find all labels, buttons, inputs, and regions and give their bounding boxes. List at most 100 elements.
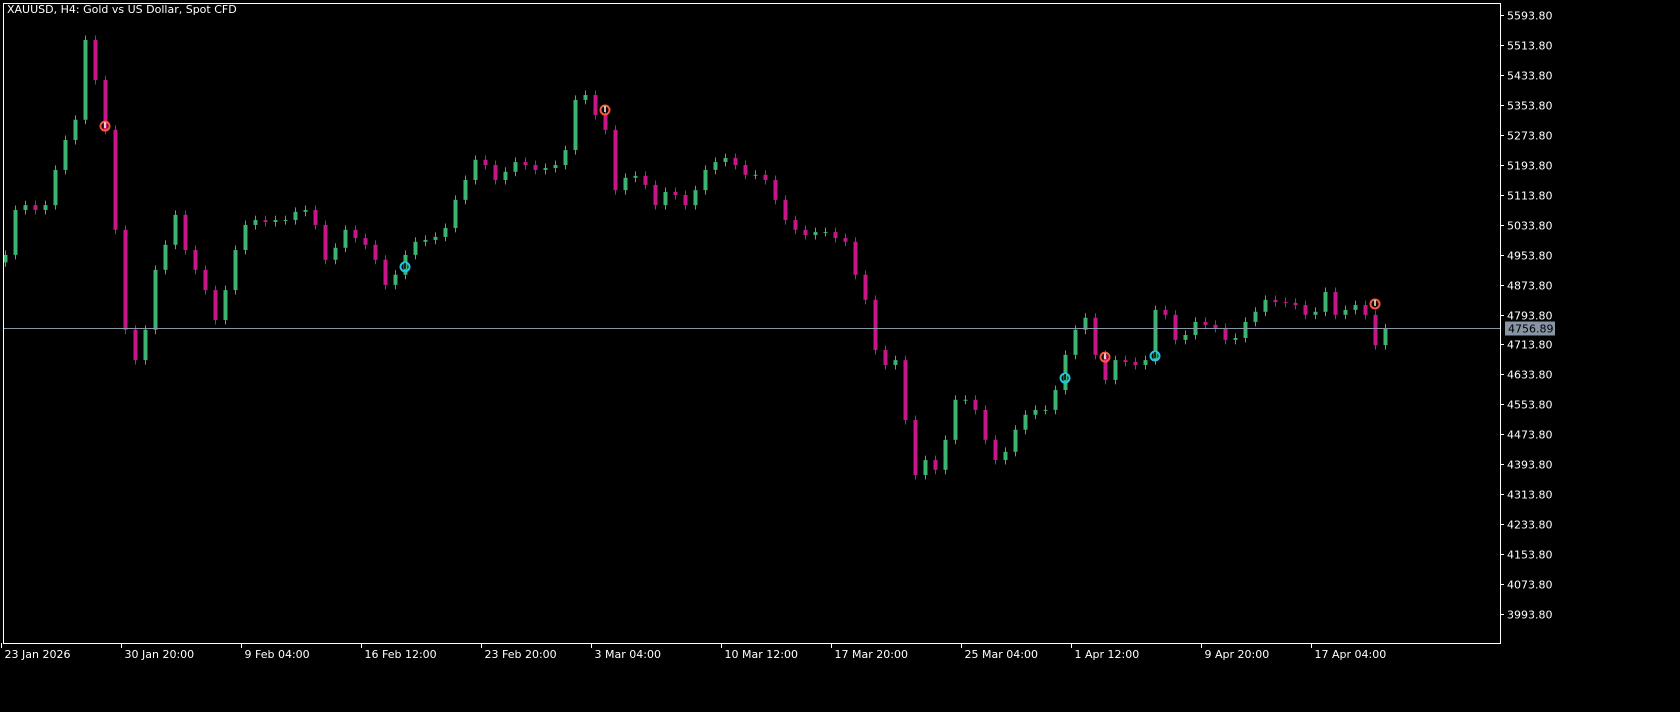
candle-body bbox=[763, 174, 768, 181]
candle-body bbox=[1243, 321, 1248, 339]
candle bbox=[963, 395, 968, 405]
candle bbox=[203, 265, 208, 295]
candle-body bbox=[103, 80, 108, 130]
time-tick-label: 9 Apr 20:00 bbox=[1205, 648, 1270, 661]
candle bbox=[273, 215, 278, 227]
candle bbox=[933, 455, 938, 475]
candle-body bbox=[413, 241, 418, 255]
candle bbox=[803, 225, 808, 240]
candle-body bbox=[1223, 327, 1228, 340]
candle bbox=[393, 270, 398, 290]
candle-body bbox=[93, 40, 98, 81]
price-tick-label: 4553.80 bbox=[1507, 399, 1553, 412]
candle bbox=[113, 125, 118, 235]
candle-body bbox=[383, 259, 388, 285]
candle bbox=[1353, 300, 1358, 315]
sell-signal-ring bbox=[599, 104, 611, 116]
candle bbox=[1313, 307, 1318, 320]
candle-body bbox=[393, 274, 398, 285]
sell-signal-icon bbox=[1369, 298, 1381, 310]
candle-body bbox=[823, 232, 828, 234]
candle bbox=[1043, 405, 1048, 415]
candle bbox=[1293, 298, 1298, 310]
candle bbox=[173, 210, 178, 250]
buy-signal-ring bbox=[1149, 350, 1161, 362]
candle-body bbox=[483, 159, 488, 166]
price-tick-label: 5033.80 bbox=[1507, 220, 1553, 233]
candle-body bbox=[113, 129, 118, 230]
candle-body bbox=[1103, 354, 1108, 380]
candle-body bbox=[843, 238, 848, 242]
candle bbox=[543, 163, 548, 175]
candle-body bbox=[213, 290, 218, 321]
candle bbox=[753, 170, 758, 180]
candle-body bbox=[193, 250, 198, 270]
price-tick-label: 4793.80 bbox=[1507, 310, 1553, 323]
candle bbox=[23, 200, 28, 215]
candle bbox=[43, 200, 48, 215]
candle-body bbox=[643, 175, 648, 185]
candle-body bbox=[343, 229, 348, 248]
candle-body bbox=[553, 165, 558, 169]
time-tick-label: 16 Feb 12:00 bbox=[365, 648, 437, 661]
candle-body bbox=[943, 439, 948, 470]
price-tick-label: 5353.80 bbox=[1507, 100, 1553, 113]
candle-body bbox=[1303, 305, 1308, 315]
candle-body bbox=[523, 162, 528, 166]
candle-body bbox=[983, 409, 988, 440]
price-tick-label: 4073.80 bbox=[1507, 579, 1553, 592]
candle-body bbox=[1363, 305, 1368, 315]
candle bbox=[73, 115, 78, 145]
candle-body bbox=[633, 175, 638, 178]
candle bbox=[1343, 305, 1348, 320]
price-tick-label: 5513.80 bbox=[1507, 40, 1553, 53]
candle bbox=[493, 160, 498, 185]
candle bbox=[423, 235, 428, 247]
candle-body bbox=[1113, 360, 1118, 380]
candle bbox=[993, 435, 998, 465]
candle-body bbox=[1233, 338, 1238, 340]
candle bbox=[903, 355, 908, 425]
candle-body bbox=[793, 220, 798, 230]
candle bbox=[733, 153, 738, 170]
time-tick-label: 3 Mar 04:00 bbox=[595, 648, 661, 661]
candle bbox=[183, 210, 188, 255]
candle bbox=[243, 220, 248, 255]
candle-body bbox=[693, 190, 698, 206]
sell-signal-icon bbox=[1099, 351, 1111, 363]
candle bbox=[833, 227, 838, 243]
candle bbox=[1073, 325, 1078, 360]
candle-body bbox=[963, 399, 968, 401]
candle-body bbox=[443, 227, 448, 237]
candle bbox=[363, 233, 368, 250]
candle-body bbox=[493, 165, 498, 181]
candle bbox=[1023, 410, 1028, 435]
candle-body bbox=[733, 157, 738, 166]
candle-body bbox=[3, 254, 8, 263]
candle-body bbox=[673, 192, 678, 195]
candle bbox=[1223, 323, 1228, 345]
candle-body bbox=[663, 192, 668, 206]
candles-layer bbox=[3, 35, 1388, 480]
price-tick-label: 4713.80 bbox=[1507, 339, 1553, 352]
time-tick-label: 9 Feb 04:00 bbox=[245, 648, 310, 661]
price-axis[interactable]: 5593.80 5513.80 5433.80 5353.80 5273.80 5193.… bbox=[1500, 10, 1553, 622]
price-tick-label: 5193.80 bbox=[1507, 160, 1553, 173]
time-axis[interactable]: 23 Jan 2026 30 Jan 20:00 9 Feb 04:00 16 Feb… bbox=[1, 643, 1387, 661]
candle bbox=[1133, 357, 1138, 370]
candle-body bbox=[463, 180, 468, 200]
candle-body bbox=[293, 211, 298, 221]
candle-body bbox=[1333, 291, 1338, 315]
candle-body bbox=[1083, 317, 1088, 330]
candle-body bbox=[543, 168, 548, 170]
price-tick-label: 4473.80 bbox=[1507, 429, 1553, 442]
candle-body bbox=[513, 162, 518, 172]
candle bbox=[1093, 313, 1098, 360]
candle-body bbox=[1383, 328, 1388, 346]
buy-signal-icon bbox=[399, 261, 411, 273]
candle bbox=[513, 157, 518, 177]
candle bbox=[973, 395, 978, 415]
candle-body bbox=[573, 99, 578, 151]
candle bbox=[373, 240, 378, 265]
